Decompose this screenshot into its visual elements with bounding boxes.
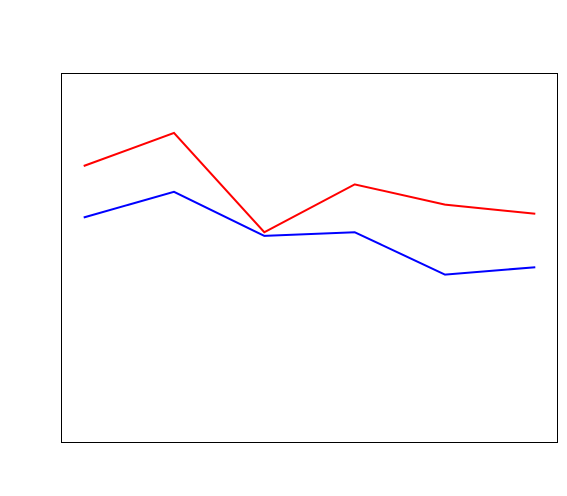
plot-frame xyxy=(61,73,558,443)
series-layer xyxy=(83,131,536,276)
series-line-2 xyxy=(83,190,536,276)
series-line-1 xyxy=(83,131,536,234)
